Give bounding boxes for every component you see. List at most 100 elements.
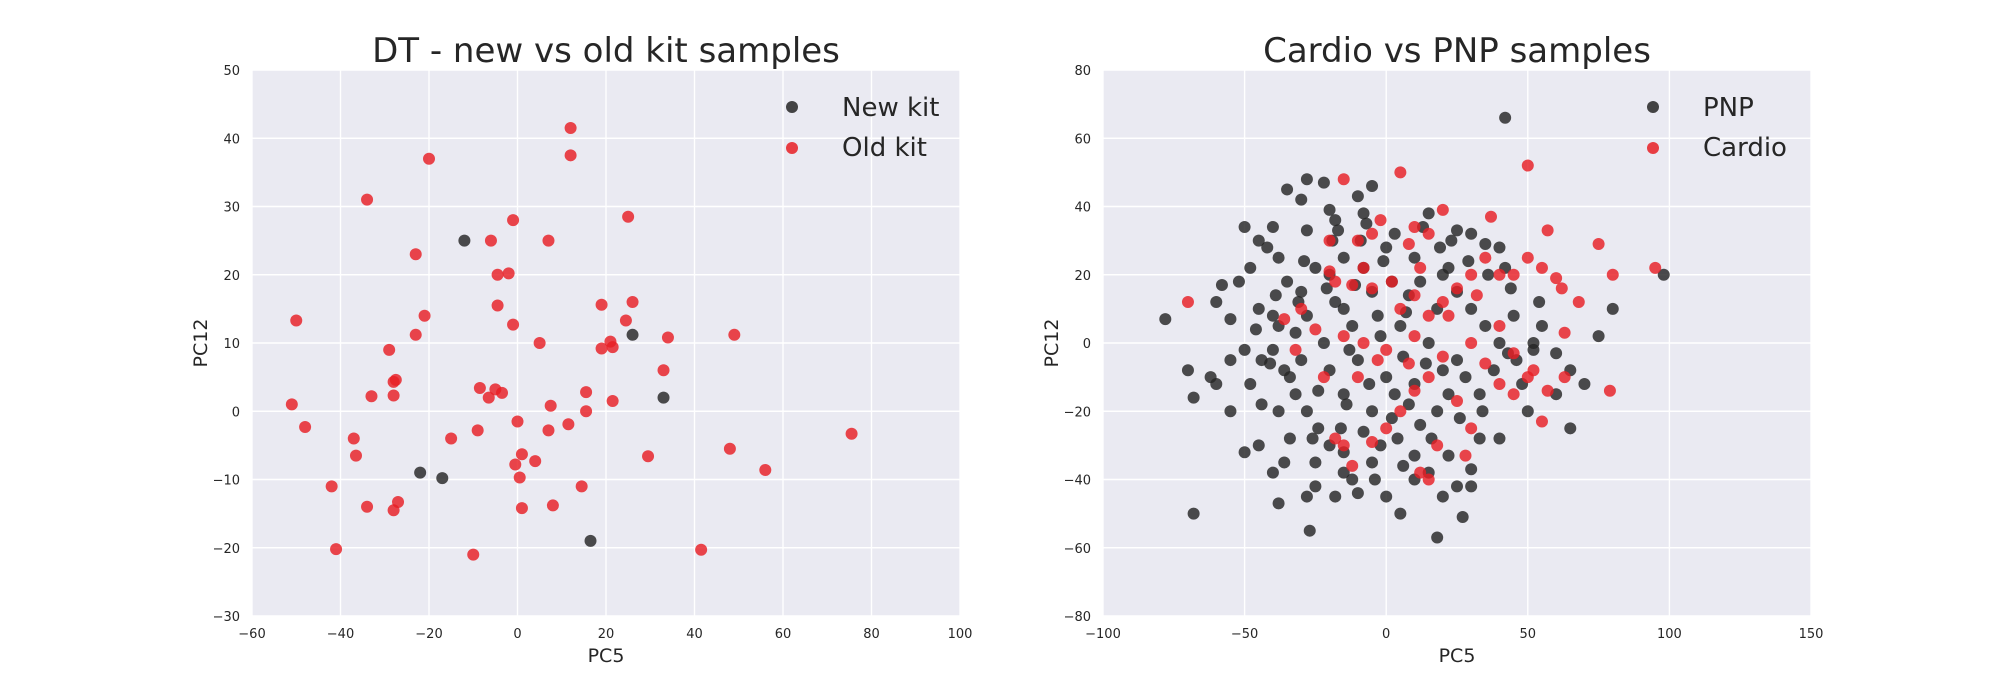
pnp-point bbox=[1266, 343, 1279, 356]
pnp-point bbox=[1521, 405, 1534, 418]
cardio-point bbox=[1649, 261, 1662, 274]
pnp-point bbox=[1187, 507, 1200, 520]
pnp-point bbox=[1535, 319, 1548, 332]
cardio-point bbox=[1374, 214, 1387, 227]
old-kit-point bbox=[723, 442, 736, 455]
old-kit-point bbox=[515, 448, 528, 461]
pnp-point bbox=[1564, 422, 1577, 435]
x-tick-label: 60 bbox=[775, 627, 792, 642]
cardio-point bbox=[1346, 278, 1359, 291]
pnp-point bbox=[1261, 241, 1274, 254]
x-tick-label: −20 bbox=[415, 627, 442, 642]
cardio-point bbox=[1535, 261, 1548, 274]
pnp-point bbox=[1232, 275, 1245, 288]
old-kit-point bbox=[471, 424, 484, 437]
cardio-point bbox=[1380, 422, 1393, 435]
pnp-point bbox=[1278, 456, 1291, 469]
gridlines bbox=[1102, 69, 1812, 617]
chart-cardio-vs-pnp: −100 −50 0 50 100 150 −80 −60 −40 −20 0 20 40 60 80 C… bbox=[1041, 31, 1823, 667]
new-kit-point bbox=[458, 234, 471, 247]
cardio-point bbox=[1493, 377, 1506, 390]
new-kit-point bbox=[584, 534, 597, 547]
pnp-point bbox=[1606, 302, 1619, 315]
pnp-point bbox=[1357, 207, 1370, 220]
old-kit-point bbox=[533, 337, 546, 349]
x-tick-labels: −60 −40 −20 0 20 40 60 80 100 bbox=[238, 627, 972, 642]
cardio-point bbox=[1431, 439, 1444, 452]
pnp-point bbox=[1357, 425, 1370, 438]
old-kit-point bbox=[502, 267, 515, 280]
pnp-point bbox=[1351, 487, 1364, 500]
pnp-point bbox=[1346, 473, 1359, 486]
old-kit-point bbox=[347, 432, 360, 445]
cardio-point bbox=[1541, 224, 1554, 237]
pnp-point bbox=[1366, 456, 1379, 469]
pnp-point bbox=[1337, 388, 1350, 401]
pnp-point bbox=[1252, 302, 1265, 315]
cardio-point bbox=[1422, 227, 1435, 240]
new-kit-point bbox=[414, 466, 427, 479]
cardio-point bbox=[1465, 337, 1478, 349]
pnp-point bbox=[1388, 227, 1401, 240]
pnp-point bbox=[1309, 480, 1322, 493]
cardio-point bbox=[1436, 350, 1449, 363]
pnp-point bbox=[1238, 446, 1251, 459]
y-tick-label: 0 bbox=[232, 405, 240, 420]
pnp-point bbox=[1380, 490, 1393, 503]
cardio-point bbox=[1329, 432, 1342, 445]
x-tick-label: −100 bbox=[1085, 627, 1121, 642]
pnp-point bbox=[1312, 422, 1325, 435]
cardio-point bbox=[1414, 261, 1427, 274]
pnp-point bbox=[1300, 173, 1313, 186]
pnp-point bbox=[1465, 480, 1478, 493]
cardio-point bbox=[1558, 371, 1571, 384]
cardio-point bbox=[1521, 251, 1534, 264]
data-points bbox=[285, 122, 858, 561]
old-kit-point bbox=[562, 418, 575, 431]
cardio-point bbox=[1479, 251, 1492, 264]
pnp-point bbox=[1332, 224, 1345, 237]
pnp-point bbox=[1533, 296, 1546, 309]
pnp-point bbox=[1436, 364, 1449, 377]
pnp-point bbox=[1317, 337, 1330, 349]
old-kit-point bbox=[491, 268, 504, 281]
pnp-point bbox=[1272, 497, 1285, 510]
old-kit-point bbox=[387, 375, 400, 388]
cardio-point bbox=[1337, 439, 1350, 452]
pnp-point bbox=[1281, 275, 1294, 288]
y-tick-labels: −30 −20 −10 0 10 20 30 40 50 bbox=[213, 64, 240, 625]
new-kit-point bbox=[626, 328, 639, 341]
pnp-point bbox=[1374, 330, 1387, 343]
pnp-point bbox=[1422, 207, 1435, 220]
pnp-point bbox=[1252, 439, 1265, 452]
cardio-point bbox=[1442, 309, 1455, 322]
pnp-point bbox=[1414, 418, 1427, 431]
cardio-point bbox=[1380, 343, 1393, 356]
pnp-point bbox=[1657, 268, 1670, 281]
y-tick-label: 20 bbox=[1074, 269, 1091, 284]
pnp-point bbox=[1442, 449, 1455, 462]
old-kit-point bbox=[507, 318, 520, 331]
cardio-point bbox=[1323, 265, 1336, 278]
cardio-point bbox=[1592, 238, 1605, 251]
y-tick-labels: −80 −60 −40 −20 0 20 40 60 80 bbox=[1064, 64, 1091, 625]
pnp-point bbox=[1337, 251, 1350, 264]
cardio-point bbox=[1289, 343, 1302, 356]
y-tick-label: −40 bbox=[1064, 474, 1091, 489]
cardio-point bbox=[1521, 159, 1534, 172]
pnp-point bbox=[1445, 234, 1458, 247]
x-axis-label: PC5 bbox=[588, 645, 625, 667]
pnp-point bbox=[1380, 241, 1393, 254]
pnp-point bbox=[1300, 224, 1313, 237]
y-tick-label: 80 bbox=[1074, 64, 1091, 79]
old-kit-point bbox=[496, 386, 509, 399]
cardio-point bbox=[1357, 261, 1370, 274]
pnp-point bbox=[1431, 531, 1444, 544]
chart-title: DT - new vs old kit samples bbox=[372, 31, 840, 71]
pnp-point bbox=[1578, 377, 1591, 390]
old-kit-point bbox=[325, 480, 338, 493]
old-kit-point bbox=[423, 152, 435, 165]
cardio-point bbox=[1337, 173, 1350, 186]
pnp-point bbox=[1244, 261, 1257, 274]
legend-marker-old-kit bbox=[786, 142, 798, 154]
